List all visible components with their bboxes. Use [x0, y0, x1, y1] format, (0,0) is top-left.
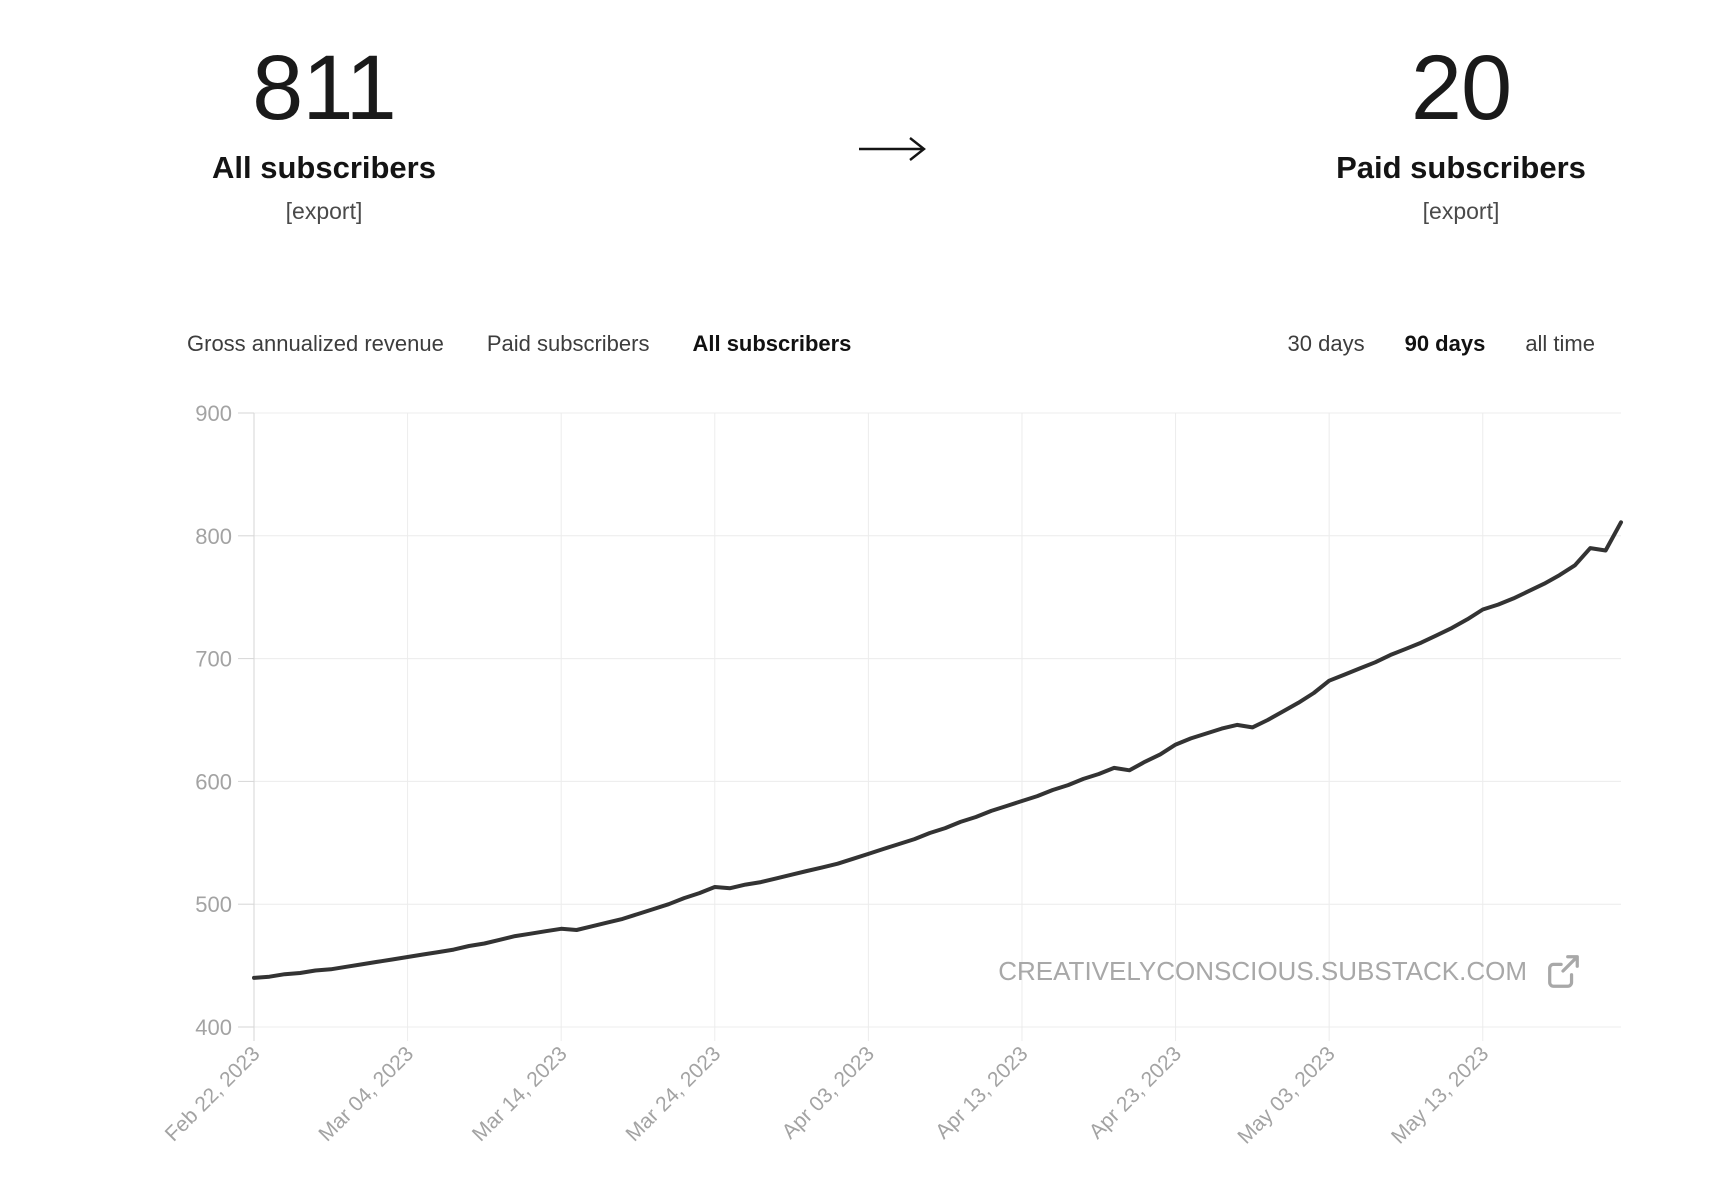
all-subscribers-export-link[interactable]: [export]: [285, 198, 363, 224]
publication-watermark-link[interactable]: CREATIVELYCONSCIOUS.SUBSTACK.COM: [998, 952, 1582, 990]
x-axis-label: Apr 23, 2023: [1085, 1042, 1186, 1143]
y-axis-label: 900: [195, 401, 232, 426]
y-axis-label: 500: [195, 892, 232, 917]
range-all-time[interactable]: all time: [1525, 331, 1595, 356]
x-axis-label: Apr 13, 2023: [931, 1042, 1032, 1143]
y-axis-label: 800: [195, 524, 232, 549]
range-30-days[interactable]: 30 days: [1287, 331, 1365, 356]
external-link-icon: [1548, 955, 1579, 988]
paid-subscribers-stat: 20 Paid subscribers [export]: [1291, 38, 1631, 225]
all-subscribers-count: 811: [252, 37, 397, 139]
tab-all-subscribers[interactable]: All subscribers: [692, 331, 852, 356]
x-axis-label: Mar 14, 2023: [468, 1042, 572, 1146]
y-axis-label: 700: [195, 647, 232, 672]
metric-tabs: Gross annualized revenue Paid subscriber…: [187, 331, 851, 357]
x-axis-label: Apr 03, 2023: [778, 1042, 879, 1143]
arrow-right-icon: [856, 134, 930, 164]
paid-subscribers-count: 20: [1410, 37, 1512, 139]
x-axis-label: Feb 22, 2023: [161, 1042, 265, 1146]
paid-subscribers-export-link[interactable]: [export]: [1422, 198, 1500, 224]
tab-gross-annualized-revenue[interactable]: Gross annualized revenue: [187, 331, 444, 356]
chart-line: [252, 520, 1623, 980]
all-subscribers-label: All subscribers: [212, 150, 436, 185]
publication-url: CREATIVELYCONSCIOUS.SUBSTACK.COM: [998, 955, 1527, 986]
x-axis-label: Mar 24, 2023: [622, 1042, 726, 1146]
x-axis-label: May 03, 2023: [1233, 1042, 1339, 1148]
all-subscribers-stat: 811 All subscribers [export]: [154, 38, 494, 225]
y-axis-label: 400: [195, 1015, 232, 1040]
paid-subscribers-label: Paid subscribers: [1336, 150, 1586, 185]
range-90-days[interactable]: 90 days: [1404, 331, 1486, 356]
tab-paid-subscribers[interactable]: Paid subscribers: [486, 331, 650, 356]
y-axis-label: 600: [195, 769, 232, 794]
time-range-selector: 30 days 90 days all time: [1288, 331, 1595, 357]
x-axis-label: Mar 04, 2023: [314, 1042, 418, 1146]
x-axis-label: May 13, 2023: [1387, 1042, 1493, 1148]
